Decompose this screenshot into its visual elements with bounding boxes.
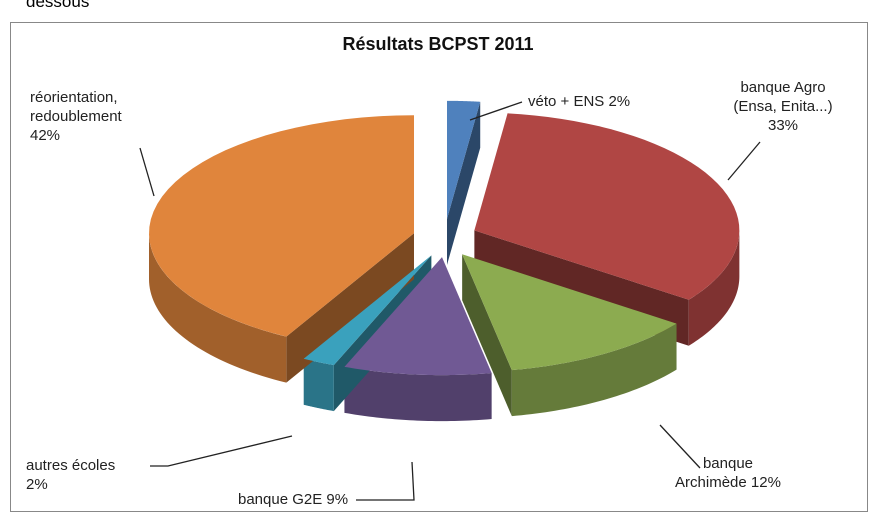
slice-side	[303, 358, 334, 412]
chart-title: Résultats BCPST 2011	[342, 34, 534, 54]
leader-line	[659, 424, 701, 469]
slice	[447, 100, 481, 219]
leader-line	[727, 141, 761, 181]
slice	[474, 113, 740, 300]
slice-wall	[286, 233, 415, 383]
chart-frame	[10, 22, 868, 512]
slice-side	[149, 233, 287, 383]
slice-side	[511, 323, 677, 417]
value-label: 12%	[750, 474, 781, 491]
value-label: 2%	[26, 476, 48, 493]
slice-side	[344, 366, 492, 422]
slice-label: banque Agro (Ensa, Enita...) 33%	[724, 78, 842, 135]
slice	[462, 254, 677, 371]
category-name: banque Archimède	[675, 455, 754, 491]
value-label: 2%	[608, 93, 631, 110]
category-name: banque G2E	[238, 491, 323, 508]
caption-fragment: dessous	[26, 0, 90, 11]
slice-label: banque Archimède 12%	[668, 454, 788, 492]
value-label: 33%	[767, 117, 799, 134]
slice	[149, 115, 415, 337]
value-label: 42%	[30, 127, 61, 144]
slice-wall	[462, 254, 512, 417]
slice-label: banque G2E 9%	[238, 490, 388, 509]
slice-side	[688, 230, 740, 346]
leader-line	[139, 147, 155, 197]
value-label: 9%	[326, 491, 349, 508]
slice-wall	[447, 101, 481, 265]
category-name: véto + ENS	[528, 93, 605, 110]
category-name: autres écoles	[26, 457, 116, 474]
leader-line	[150, 435, 293, 467]
leader-line	[356, 461, 415, 501]
slice-label: réorientation, redoublement 42%	[30, 88, 142, 145]
slice	[344, 257, 492, 376]
category-name: banque Agro (Ensa, Enita...)	[733, 79, 833, 115]
category-name: réorientation, redoublement	[30, 89, 122, 125]
slice	[303, 255, 432, 366]
leader-line	[469, 101, 523, 121]
slice-label: autres écoles 2%	[26, 456, 130, 494]
slice-label: véto + ENS 2%	[528, 92, 688, 111]
